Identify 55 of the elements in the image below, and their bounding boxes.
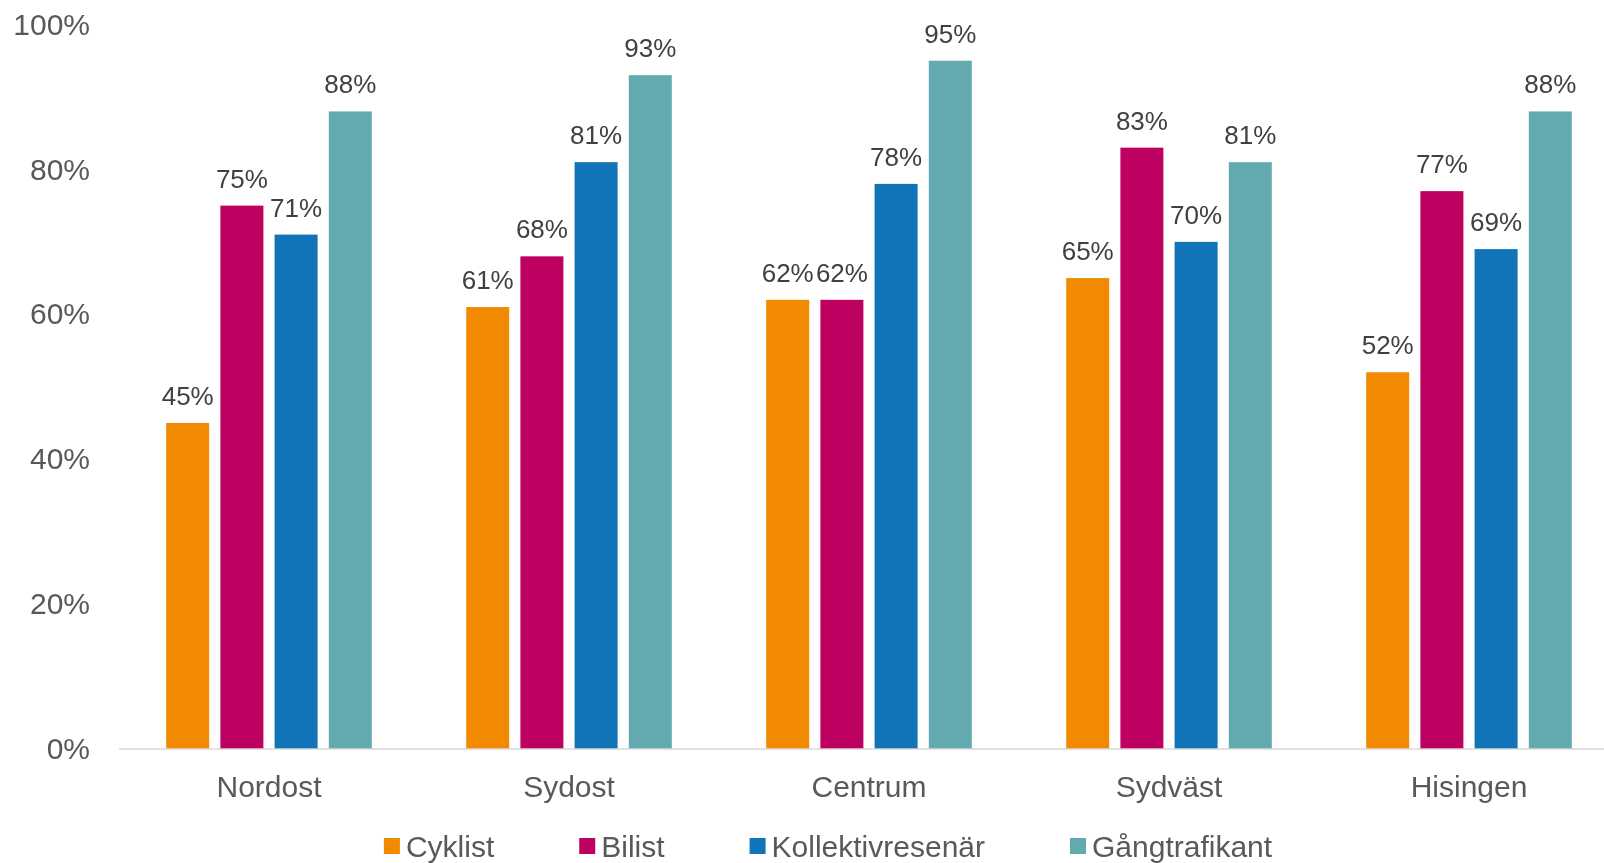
bar	[328, 111, 372, 749]
data-label: 71%	[270, 192, 323, 223]
bar	[874, 183, 918, 749]
x-tick-label: Nordost	[216, 770, 323, 804]
bar	[1066, 278, 1110, 749]
bar	[166, 422, 210, 749]
legend-label: Cyklist	[405, 829, 495, 863]
data-label: 62%	[815, 257, 868, 288]
legend-label: Bilist	[601, 829, 666, 863]
bar	[1120, 147, 1164, 749]
data-label: 95%	[924, 18, 977, 49]
bar	[928, 60, 972, 749]
data-label: 77%	[1415, 149, 1468, 180]
bar	[274, 234, 318, 749]
data-label: 65%	[1061, 236, 1114, 267]
bar	[520, 256, 564, 749]
data-label: 81%	[1224, 120, 1277, 151]
y-tick-label: 60%	[29, 297, 90, 331]
bar	[1228, 162, 1272, 749]
bar	[220, 205, 264, 749]
x-tick-label: Sydost	[523, 770, 616, 804]
x-tick-label: Sydväst	[1115, 770, 1224, 804]
data-label: 88%	[1524, 69, 1577, 100]
data-label: 70%	[1170, 199, 1223, 230]
y-tick-label: 80%	[29, 152, 90, 186]
x-tick-label: Hisingen	[1410, 770, 1528, 804]
y-tick-label: 100%	[13, 7, 90, 41]
bar	[1174, 241, 1218, 749]
bar	[466, 307, 510, 749]
data-label: 62%	[761, 257, 814, 288]
x-tick-label: Centrum	[811, 770, 927, 804]
data-label: 78%	[870, 141, 923, 172]
bar	[628, 75, 672, 749]
data-label: 75%	[215, 163, 268, 194]
data-label: 61%	[461, 265, 514, 296]
y-tick-label: 40%	[29, 442, 90, 476]
bar	[820, 299, 864, 749]
data-label: 93%	[624, 33, 677, 64]
data-label: 45%	[161, 380, 214, 411]
bar	[1420, 191, 1464, 749]
data-label: 68%	[515, 214, 568, 245]
legend-label: Kollektivresenär	[771, 829, 986, 863]
bar	[1366, 372, 1410, 749]
data-label: 88%	[324, 69, 377, 100]
bar	[1474, 249, 1518, 749]
bar	[574, 162, 618, 749]
data-label: 81%	[570, 120, 623, 151]
legend-label: Gångtrafikant	[1092, 829, 1273, 863]
data-label: 52%	[1361, 330, 1414, 361]
y-tick-label: 20%	[29, 587, 90, 621]
data-label: 83%	[1115, 105, 1168, 136]
data-label: 69%	[1470, 207, 1523, 238]
bar	[766, 299, 810, 749]
bar	[1528, 111, 1572, 749]
y-tick-label: 0%	[46, 732, 90, 766]
